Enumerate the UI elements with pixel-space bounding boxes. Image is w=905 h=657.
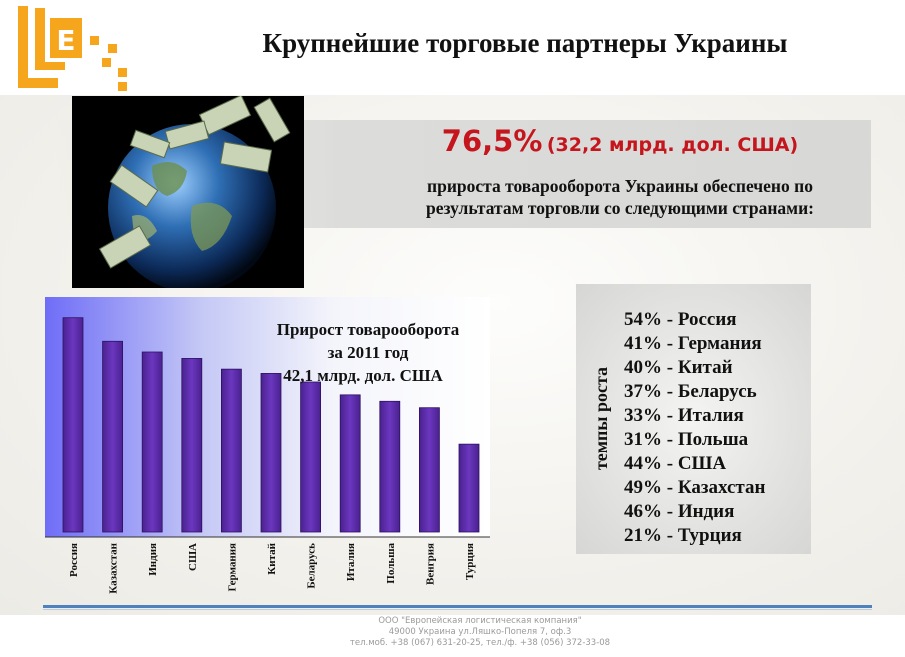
- chart-category-label-2: Индия: [147, 543, 159, 576]
- highlight-description: прироста товарооборота Украины обеспечен…: [360, 175, 880, 219]
- chart-category-label-5: Китай: [266, 542, 278, 574]
- chart-bar-7: [339, 394, 361, 533]
- chart-title-line-1: Прирост товарооборота: [277, 320, 460, 339]
- list-item: 21% - Турция: [624, 525, 742, 546]
- growth-rates-box: [576, 284, 811, 554]
- chart-bar-0: [62, 317, 84, 533]
- list-item: 31% - Польша: [624, 429, 749, 450]
- list-item: 41% - Германия: [624, 333, 762, 354]
- growth-rates-list: 54% - Россия 41% - Германия 40% - Китай …: [624, 308, 765, 548]
- growth-rates-axis: темпы роста: [587, 290, 617, 546]
- list-item: 40% - Китай: [624, 357, 733, 378]
- description-line-1: прироста товарооборота Украины обеспечен…: [427, 176, 813, 196]
- list-item: 33% - Италия: [624, 405, 744, 426]
- chart-category-label-6: Беларусь: [306, 543, 318, 589]
- chart-category-label-1: Казахстан: [108, 542, 120, 593]
- list-item: 37% - Беларусь: [624, 381, 757, 402]
- growth-rates-axis-label: темпы роста: [591, 366, 612, 470]
- list-item: 44% - США: [624, 453, 727, 474]
- footer-divider-thin: [43, 609, 872, 610]
- chart-bar-9: [418, 407, 440, 533]
- footer-company: ООО "Европейская логистическая компания": [378, 616, 582, 626]
- percent-value: 76,5%: [441, 124, 543, 158]
- list-item: 49% - Казахстан: [624, 477, 766, 498]
- chart-bar-10: [458, 443, 480, 533]
- description-line-2: результатам торговли со следующими стран…: [426, 198, 814, 218]
- chart-category-label-3: США: [187, 543, 199, 571]
- chart-category-label-7: Италия: [345, 543, 357, 581]
- trade-growth-chart: Россия Казахстан Индия США Германия Китай Бела…: [45, 297, 490, 594]
- list-item: 54% - Россия: [624, 309, 737, 330]
- chart-title-line-2: за 2011 год: [328, 343, 409, 362]
- percent-amount: (32,2 млрд. дол. США): [546, 134, 799, 156]
- chart-bar-1: [102, 340, 123, 533]
- footer-phones: тел.моб. +38 (067) 631-20-25, тел./ф. +3…: [349, 638, 611, 648]
- chart-bar-8: [379, 400, 401, 533]
- chart-category-label-10: Турция: [464, 543, 476, 580]
- chart-bar-4: [220, 368, 242, 533]
- chart-category-label-0: Россия: [68, 543, 80, 577]
- chart-title-line-3: 42,1 млрд. дол. США: [283, 366, 443, 385]
- page-title: Крупнейшие торговые партнеры Украины: [262, 28, 788, 58]
- chart-bar-3: [181, 358, 203, 533]
- chart-bar-5: [260, 373, 282, 533]
- chart-category-label-4: Германия: [226, 543, 238, 592]
- globe-money-image: [72, 96, 304, 288]
- footer-contacts: ООО "Европейская логистическая компания"…: [280, 616, 680, 649]
- percent-line: 76,5% (32,2 млрд. дол. США): [360, 124, 880, 158]
- footer-divider: [43, 605, 872, 608]
- chart-category-label-8: Польша: [385, 543, 397, 584]
- logo-letter: E: [56, 24, 75, 57]
- company-logo: E: [18, 6, 127, 91]
- chart-bar-2: [141, 351, 163, 533]
- list-item: 46% - Индия: [624, 501, 735, 522]
- footer-address: 49000 Украина ул.Ляшко-Попеля 7, оф.3: [388, 627, 572, 637]
- chart-bar-6: [300, 381, 322, 533]
- chart-category-label-9: Венгрия: [424, 543, 436, 585]
- header: [0, 0, 905, 95]
